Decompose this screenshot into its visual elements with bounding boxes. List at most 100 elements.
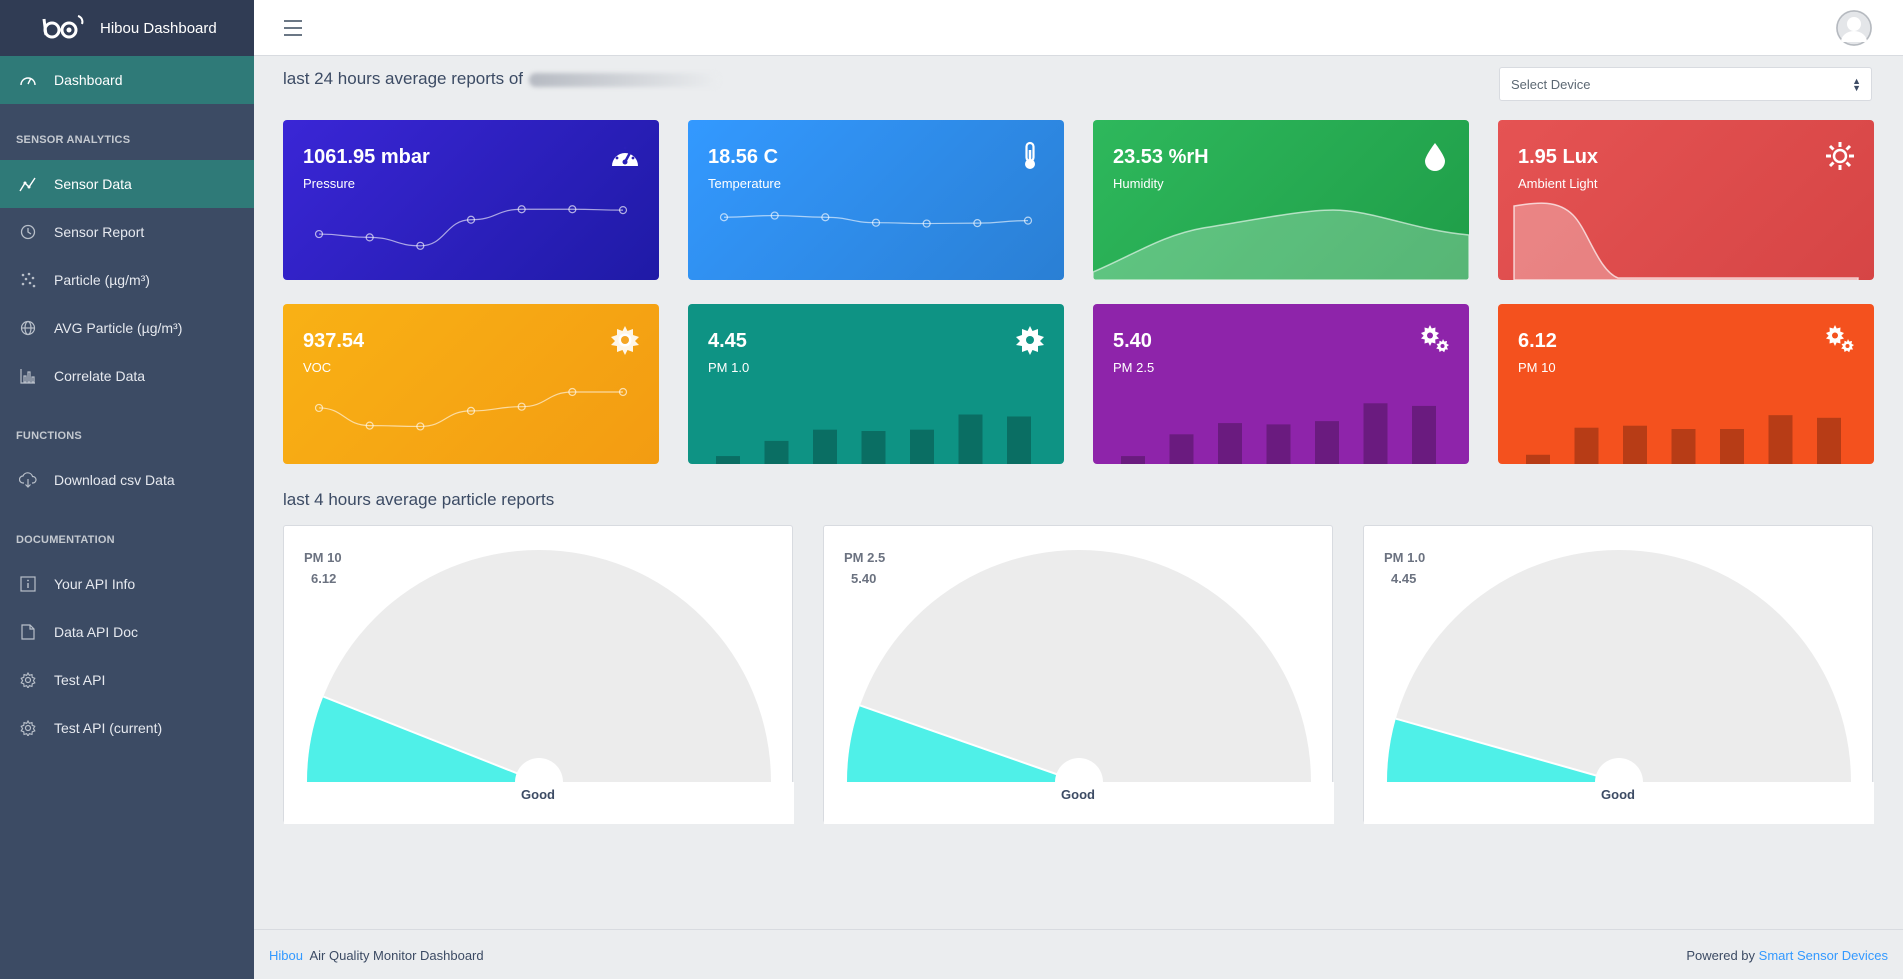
owl-logo-icon — [42, 15, 84, 39]
bar-mark — [813, 429, 837, 464]
sidebar-item-download-csv[interactable]: Download csv Data — [0, 456, 254, 504]
device-select-placeholder: Select Device — [1511, 77, 1591, 92]
sidebar-item-api-info[interactable]: Your API Info — [0, 560, 254, 608]
card-label: Pressure — [303, 176, 356, 191]
brand[interactable]: Hibou Dashboard — [0, 0, 254, 56]
card-value: 23.53 %rH — [1113, 146, 1209, 168]
sparkline-point — [416, 422, 425, 431]
particles-icon — [18, 270, 38, 290]
sparkline-point — [922, 219, 931, 228]
gauge-base — [824, 782, 1334, 824]
card-label: PM 1.0 — [708, 360, 750, 375]
sidebar-item-label: AVG Particle (µg/m³) — [54, 320, 183, 336]
footer-brand-link[interactable]: Hibou — [269, 948, 303, 963]
card-voc: 937.54 VOC — [283, 304, 659, 464]
bar-chart-icon — [18, 366, 38, 386]
settings-icon — [18, 670, 38, 690]
gauge-pm1-chart — [1364, 550, 1874, 824]
sidebar-item-label: Particle (µg/m³) — [54, 272, 150, 288]
gauge-needle — [322, 695, 540, 783]
header — [254, 0, 1903, 56]
bar-mark — [958, 414, 983, 464]
device-select[interactable]: Select Device ▲ ▼ — [1499, 67, 1872, 101]
card-pm10: 6.12 PM 10 — [1498, 304, 1874, 464]
card-pressure: 1061.95 mbar Pressure — [283, 120, 659, 280]
bar-mark — [1007, 416, 1031, 464]
brand-name: Hibou Dashboard — [100, 19, 217, 37]
sparkline-point — [973, 219, 982, 228]
sidebar-item-sensor-data[interactable]: Sensor Data — [0, 160, 254, 208]
card-label: VOC — [303, 360, 332, 375]
bar-mark — [861, 431, 886, 464]
gauge-value: 6.12 — [311, 571, 337, 586]
sidebar-item-label: Test API (current) — [54, 720, 163, 736]
menu-toggle-icon[interactable] — [284, 20, 302, 36]
sidebar-item-sensor-report[interactable]: Sensor Report — [0, 208, 254, 256]
sparkline-point — [618, 387, 628, 397]
card-value: 6.12 — [1518, 330, 1557, 352]
file-icon — [18, 622, 38, 642]
bar-mark — [1623, 425, 1647, 464]
card-pm25: 5.40 PM 2.5 — [1093, 304, 1469, 464]
sidebar-item-label: Sensor Data — [54, 176, 132, 192]
clock-icon — [18, 222, 38, 242]
sidebar-item-test-api-current[interactable]: Test API (current) — [0, 704, 254, 752]
card-value: 18.56 C — [708, 146, 779, 168]
sparkline-point — [770, 211, 779, 220]
card-value: 1.95 Lux — [1518, 146, 1599, 168]
sun-icon — [1826, 142, 1854, 170]
device-name-redacted — [529, 72, 720, 87]
sidebar-item-test-api[interactable]: Test API — [0, 656, 254, 704]
gears-icon — [1826, 325, 1854, 353]
gauge-status: Good — [1601, 787, 1635, 802]
sidebar-item-particle[interactable]: Particle (µg/m³) — [0, 256, 254, 304]
bar-mark — [1121, 456, 1145, 464]
gauge-pm1: PM 1.0 4.45 Good — [1363, 525, 1874, 824]
gauge-name: PM 1.0 — [1384, 550, 1426, 565]
voc-sparkline — [314, 387, 628, 431]
sidebar-item-label: Correlate Data — [54, 368, 146, 384]
sidebar-item-dashboard[interactable]: Dashboard — [0, 56, 254, 104]
info-icon — [18, 574, 38, 594]
gauge-name: PM 10 — [304, 550, 342, 565]
sparkline-point — [821, 213, 830, 222]
bar-mark — [764, 440, 789, 464]
sidebar-item-data-api-doc[interactable]: Data API Doc — [0, 608, 254, 656]
bar-mark — [1574, 427, 1599, 464]
sidebar-item-label: Data API Doc — [54, 624, 139, 640]
gauge-base — [1364, 782, 1874, 824]
card-label: Humidity — [1113, 176, 1164, 191]
footer-company-link[interactable]: Smart Sensor Devices — [1758, 948, 1888, 963]
gauge-value: 5.40 — [851, 571, 877, 586]
humidity-area-chart — [1093, 209, 1469, 280]
sidebar-item-correlate-data[interactable]: Correlate Data — [0, 352, 254, 400]
sparkline-point — [719, 213, 729, 222]
sidebar-item-label: Your API Info — [54, 576, 136, 592]
bar-mark — [910, 429, 934, 464]
card-ambient-light: 1.95 Lux Ambient Light — [1498, 120, 1874, 280]
gauge-track — [847, 550, 1311, 782]
report-title: last 24 hours average reports of — [283, 69, 720, 89]
card-label: PM 10 — [1518, 360, 1556, 375]
sparkline-point — [568, 387, 577, 397]
gear-icon — [1016, 326, 1044, 355]
sparkline-point — [314, 229, 324, 239]
drop-icon — [1425, 143, 1445, 171]
card-label: Temperature — [708, 176, 781, 191]
bar-mark — [1266, 424, 1291, 464]
sparkline-point — [618, 206, 628, 215]
particle-title: last 4 hours average particle reports — [283, 490, 555, 509]
bar-mark — [1412, 405, 1436, 464]
avatar[interactable] — [1836, 10, 1872, 46]
gauge-base — [284, 782, 794, 824]
sparkline-point — [365, 233, 374, 242]
gauge-status: Good — [1061, 787, 1095, 802]
bar-mark — [1315, 421, 1339, 464]
bar-mark — [1218, 423, 1242, 464]
sidebar-item-label: Test API — [54, 672, 106, 688]
card-label: PM 2.5 — [1113, 360, 1155, 375]
sparkline-point — [365, 421, 374, 430]
sparkline-point — [466, 406, 476, 415]
sidebar-item-avg-particle[interactable]: AVG Particle (µg/m³) — [0, 304, 254, 352]
gauge-fill — [307, 696, 539, 782]
